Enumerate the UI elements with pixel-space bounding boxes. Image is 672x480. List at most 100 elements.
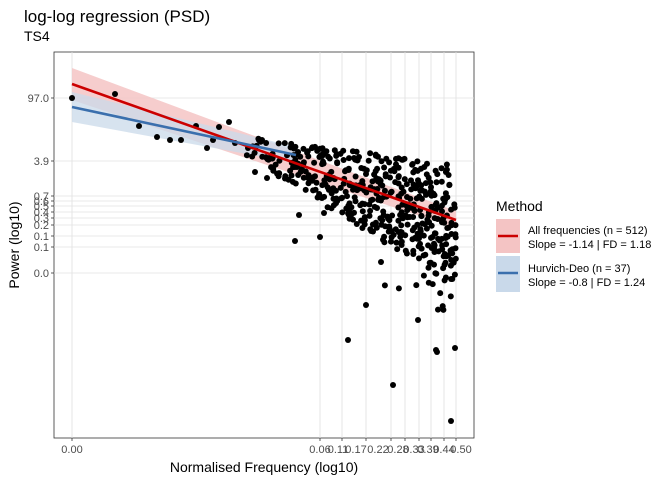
data-point [287,144,294,151]
data-point [395,173,402,180]
y-axis-title: Power (log10) [6,201,22,288]
data-point [448,219,455,226]
data-point [393,161,399,168]
data-point [439,208,445,215]
y-tick-label-10: 0.0 [34,268,49,280]
data-point [382,171,389,178]
data-point [425,174,432,181]
data-point [363,171,369,177]
data-point [309,144,316,151]
data-point [377,215,384,222]
data-point [411,224,418,231]
data-point [275,140,282,147]
data-point [339,209,346,216]
data-point [401,176,408,183]
data-point [414,158,421,165]
x-tick-label-9: 0.50 [450,444,471,456]
chart-title: log-log regression (PSD) [24,7,210,26]
legend-label-all-line1: All frequencies (n = 512) [528,225,648,237]
data-point [393,239,400,246]
data-point [243,152,250,159]
data-point [347,214,354,221]
data-point [404,207,411,214]
data-point [346,208,353,215]
data-point [313,179,320,186]
data-point [438,165,445,172]
data-point [388,238,394,245]
data-point [332,187,339,194]
data-point [358,165,365,171]
data-point [333,151,340,158]
data-point [302,186,309,193]
data-point [378,259,384,265]
data-point [431,192,438,199]
data-point [398,238,405,245]
data-point [263,140,270,146]
y-axis-ticks: 97.03.90.70.60.50.40.30.20.10.10.0 [28,93,54,280]
data-point [397,212,404,218]
data-point [320,160,327,167]
data-point [353,221,360,227]
data-point [304,149,311,156]
data-point [451,271,458,278]
data-point [426,219,433,226]
y-tick-label-8: 0.1 [34,231,49,243]
y-tick-label-1: 3.9 [34,156,49,168]
data-point [380,208,387,215]
data-point [288,172,295,179]
data-point [351,194,358,201]
x-tick-label-7: 0.39 [417,444,438,456]
data-point [251,149,258,156]
data-point [412,166,419,173]
data-point [447,293,454,300]
data-point [69,95,75,101]
data-point [300,145,307,152]
data-point [282,175,288,182]
data-point [395,180,402,187]
data-point [423,225,430,232]
data-point [310,174,317,181]
data-point [433,179,440,186]
data-point [449,250,456,257]
data-point [413,282,420,289]
data-point [367,150,374,157]
data-point [300,174,307,181]
data-point [339,194,346,201]
y-tick-label-4: 0.5 [34,201,49,213]
data-point [296,212,302,218]
data-point [154,134,160,140]
y-tick-label-2: 0.7 [34,191,49,203]
data-point [440,253,447,260]
data-point [400,188,407,195]
data-point [264,175,270,181]
data-point [353,148,360,155]
data-point [439,246,446,253]
data-point [442,259,449,266]
data-point [374,165,381,172]
data-point [435,306,441,313]
data-point [431,261,437,268]
data-point [395,285,402,292]
data-point [342,188,349,195]
data-point [305,180,312,187]
data-point [428,234,434,241]
data-point [375,153,381,160]
data-point [418,245,425,252]
data-point [444,225,451,231]
data-point [259,153,266,160]
data-point [330,202,337,209]
x-axis-ticks: 0.00 0.060.110.17 0.220.280.330.390.440.50 [61,438,472,456]
data-point [433,270,440,277]
data-point [395,204,402,211]
data-point [387,174,393,181]
data-point [388,228,395,234]
x-tick-label-5: 0.28 [387,444,408,456]
data-point [376,176,382,183]
data-point [386,217,393,224]
data-point [437,290,444,297]
data-point [452,255,459,262]
data-point [363,302,369,308]
legend-label-hd-line1: Hurvich-Deo (n = 37) [528,263,630,275]
legend-label-all-line2: Slope = -1.14 | FD = 1.18 [528,239,651,251]
data-point [369,196,376,203]
